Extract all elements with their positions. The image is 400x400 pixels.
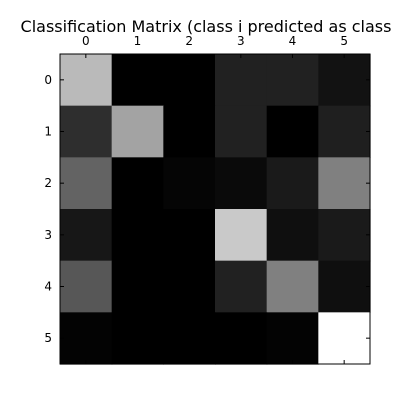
heatmap-cell-r1-c3 <box>215 105 268 158</box>
heatmap-cell-r2-c1 <box>111 157 164 210</box>
heatmap-cell-r0-c3 <box>215 54 268 107</box>
y-axis-tick-labels: 0 1 2 3 4 5 <box>44 73 52 345</box>
chart-title: Classification Matrix (class i predicted… <box>21 17 392 36</box>
heatmap-cell-r3-c0 <box>60 209 113 262</box>
heatmap-cell-r5-c3 <box>215 312 268 365</box>
heatmap-cell-r1-c2 <box>163 105 216 158</box>
heatmap-cell-r0-c4 <box>266 54 319 107</box>
heatmap-cell-r4-c2 <box>163 260 216 313</box>
heatmap-cell-r4-c4 <box>266 260 319 313</box>
heatmap-cell-r3-c5 <box>318 209 371 262</box>
axis-ticks <box>60 54 370 364</box>
y-tick-label-1: 1 <box>44 125 52 139</box>
y-tick-label-5: 5 <box>44 331 52 345</box>
heatmap-cell-r2-c3 <box>215 157 268 210</box>
x-axis-tick-labels: 0 1 2 3 4 5 <box>82 34 348 48</box>
heatmap-cell-r4-c0 <box>60 260 113 313</box>
heatmap-cell-r5-c1 <box>111 312 164 365</box>
heatmap-cell-r0-c0 <box>60 54 113 107</box>
y-tick-label-4: 4 <box>44 280 52 294</box>
heatmap-cell-r5-c0 <box>60 312 113 365</box>
x-tick-label-3: 3 <box>237 34 245 48</box>
heatmap-cell-r5-c2 <box>163 312 216 365</box>
heatmap-cell-r2-c0 <box>60 157 113 210</box>
y-tick-label-3: 3 <box>44 228 52 242</box>
heatmap-cell-r2-c4 <box>266 157 319 210</box>
x-tick-label-5: 5 <box>340 34 348 48</box>
heatmap-cell-r2-c2 <box>163 157 216 210</box>
y-tick-label-0: 0 <box>44 73 52 87</box>
plot-frame <box>59 53 371 365</box>
heatmap-cell-r0-c2 <box>163 54 216 107</box>
heatmap-cell-r1-c1 <box>111 105 164 158</box>
y-tick-label-2: 2 <box>44 176 52 190</box>
x-tick-label-1: 1 <box>134 34 142 48</box>
heatmap-cell-r2-c5 <box>318 157 371 210</box>
x-tick-label-0: 0 <box>82 34 90 48</box>
heatmap-cell-r3-c2 <box>163 209 216 262</box>
heatmap-cell-r4-c3 <box>215 260 268 313</box>
x-tick-label-2: 2 <box>185 34 193 48</box>
heatmap-cell-r4-c1 <box>111 260 164 313</box>
heatmap-cell-r1-c4 <box>266 105 319 158</box>
heatmap-cell-r5-c4 <box>266 312 319 365</box>
heatmap-cell-r5-c5 <box>318 312 371 365</box>
heatmap-cell-r3-c4 <box>266 209 319 262</box>
x-tick-label-4: 4 <box>289 34 297 48</box>
heatmap-cell-r3-c1 <box>111 209 164 262</box>
heatmap-cells <box>60 54 371 365</box>
heatmap-cell-r0-c1 <box>111 54 164 107</box>
heatmap-cell-r1-c5 <box>318 105 371 158</box>
heatmap-cell-r0-c5 <box>318 54 371 107</box>
heatmap-cell-r3-c3 <box>215 209 268 262</box>
heatmap-cell-r1-c0 <box>60 105 113 158</box>
heatmap-cell-r4-c5 <box>318 260 371 313</box>
